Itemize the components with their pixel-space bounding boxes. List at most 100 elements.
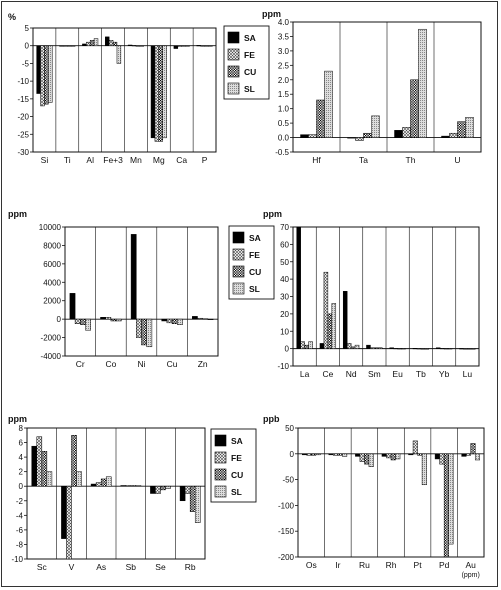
bar-cu: [363, 132, 372, 138]
x-tick-label: Yb: [439, 369, 450, 379]
x-tick-label: Lu: [463, 369, 473, 379]
bar-sl: [85, 318, 91, 331]
bar-fe: [439, 453, 445, 465]
legend-label-sl: SL: [231, 487, 242, 497]
bar-fe: [95, 482, 102, 487]
bar-sa: [161, 318, 168, 322]
bar-cu: [158, 45, 163, 142]
bar-sa: [90, 483, 97, 487]
bar-sl: [395, 453, 401, 460]
bar-cu: [337, 453, 343, 456]
legend-label-sa: SA: [244, 33, 256, 43]
unit-label: ppm: [263, 209, 282, 219]
legend-swatch-fe: [214, 451, 227, 464]
legend-swatch-fe: [232, 248, 245, 261]
x-tick-label: P: [202, 155, 208, 165]
legend-swatch-sa: [227, 31, 240, 44]
legend-swatch-cu: [227, 65, 240, 78]
y-tick-label: -50: [282, 476, 294, 485]
x-tick-label: Cu: [167, 359, 178, 369]
bar-cu: [189, 485, 196, 512]
bar-cu: [364, 453, 370, 465]
bar-sa: [408, 453, 414, 456]
bar-fe: [402, 127, 411, 138]
x-tick-label: Th: [406, 155, 416, 165]
bar-cu: [141, 318, 147, 346]
bar-sa: [300, 134, 309, 138]
legend: SA FE CU SL: [210, 428, 257, 503]
bar-sl: [208, 45, 213, 47]
bar-fe: [308, 134, 317, 138]
bar-sl: [331, 303, 337, 349]
bar-cu: [181, 45, 186, 47]
y-tick-label: 3.0: [278, 47, 290, 56]
chart-panel-1: % 5 0 -5 -10 -15 -20 -25 -30 Si Ti Al Fe+3 Mn Mg Ca P SA F…: [8, 12, 270, 165]
bar-sa: [342, 291, 348, 349]
bar-sl: [105, 476, 112, 487]
y-tick-label: -10: [11, 555, 23, 564]
y-tick-label: 0.5: [278, 119, 290, 128]
x-tick-label: Ni: [137, 359, 145, 369]
legend-label-sl: SL: [244, 84, 255, 94]
x-tick-label: Sb: [126, 562, 137, 572]
bar-fe: [177, 45, 182, 47]
bar-sl: [424, 348, 430, 350]
bar-sa: [82, 43, 87, 46]
bar-sl: [315, 453, 321, 456]
bar-cu: [41, 451, 48, 487]
bar-cu: [204, 45, 209, 47]
y-tick-label: 40: [280, 275, 289, 284]
bar-sl: [342, 453, 348, 457]
bar-sa: [412, 348, 418, 350]
x-tick-label: Rh: [386, 560, 397, 570]
bar-sa: [36, 45, 41, 94]
legend: SA FE CU SL: [223, 25, 270, 100]
chart-panel-4: ppm 70 60 50 40 30 20 10 0 -10 La Ce Nd Sm Eu Tb Yb Lu: [263, 209, 480, 379]
bar-cu: [417, 453, 423, 456]
legend-label-sa: SA: [249, 233, 261, 243]
bar-sl: [401, 348, 406, 350]
y-tick-label: 4000: [43, 278, 61, 287]
x-tick-label: Pt: [414, 560, 423, 570]
legend-label-fe: FE: [231, 453, 242, 463]
unit-label: ppm: [8, 209, 27, 219]
legend-swatch-sl: [214, 485, 227, 498]
x-tick-label: Cr: [76, 359, 85, 369]
y-tick-label: 50: [280, 258, 289, 267]
y-tick-label: -30: [17, 148, 29, 157]
bar-sa: [434, 453, 440, 460]
bar-sa: [355, 453, 361, 457]
bar-cu: [410, 79, 419, 138]
bar-sl: [115, 318, 122, 322]
y-tick-label: 6000: [43, 260, 61, 269]
bar-sl: [76, 471, 82, 487]
bar-sa: [296, 226, 301, 349]
x-tick-label: V: [69, 562, 75, 572]
x-tick-label: Hf: [312, 155, 321, 165]
x-tick-label: Eu: [392, 369, 403, 379]
legend-label-fe: FE: [244, 50, 255, 60]
legend-label-sa: SA: [231, 436, 243, 446]
bar-cu: [130, 485, 137, 487]
bar-cu: [171, 318, 178, 324]
y-tick-label: 70: [280, 223, 289, 232]
bar-fe: [370, 347, 375, 349]
bar-sl: [146, 318, 153, 348]
bar-cu: [350, 346, 356, 349]
y-tick-label: -4000: [41, 352, 62, 361]
bar-sl: [162, 45, 167, 139]
x-tick-label: Au: [466, 560, 477, 570]
legend-swatch-cu: [214, 468, 227, 481]
bar-sa: [461, 453, 467, 457]
bar-cu: [304, 344, 309, 349]
bar-fe: [155, 485, 161, 494]
bar-sl: [421, 453, 427, 486]
bar-sa: [179, 485, 186, 502]
bar-cu: [160, 485, 166, 491]
y-tick-label: -200: [278, 553, 295, 562]
bar-fe: [333, 453, 339, 456]
y-tick-label: 0: [290, 450, 295, 459]
y-tick-label: 4: [19, 453, 24, 462]
y-tick-label: -2: [16, 497, 24, 506]
bar-sa: [381, 453, 387, 457]
